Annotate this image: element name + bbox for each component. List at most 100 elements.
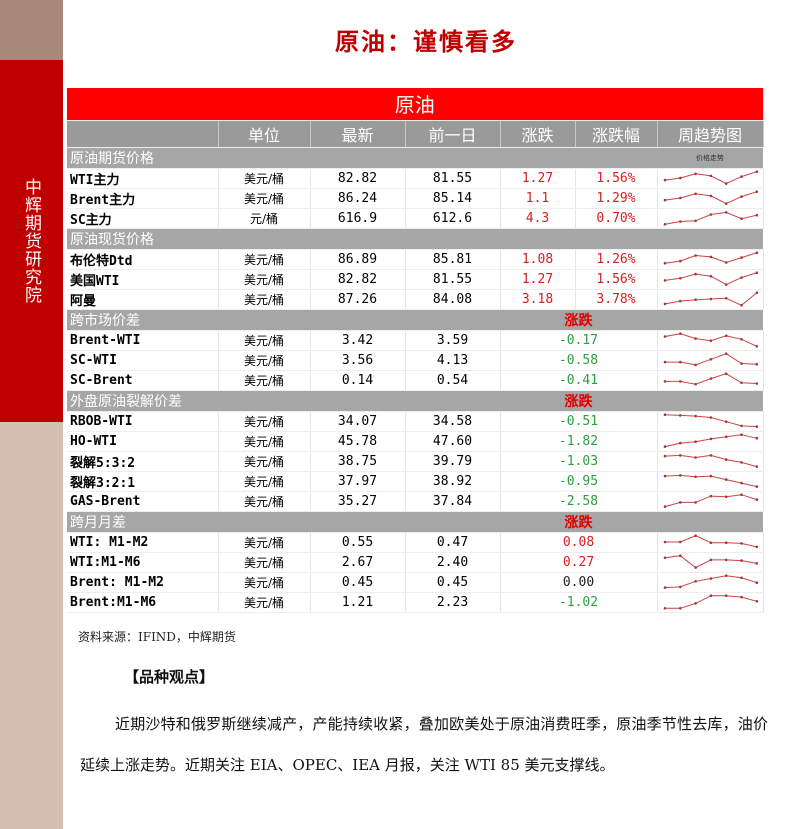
row-name: WTI主力 — [67, 168, 219, 189]
table-row: 裂解5:3:2 美元/桶 38.75 39.79 -1.03 — [67, 451, 764, 472]
sparkline — [663, 271, 758, 286]
row-change: 1.27 — [500, 168, 576, 189]
row-name: Brent:M1-M6 — [67, 592, 219, 613]
sparkline — [663, 413, 758, 428]
sparkline-point — [663, 607, 666, 610]
sparkline-point — [678, 176, 682, 180]
sparkline — [663, 433, 758, 448]
trend-cell — [657, 431, 764, 452]
table-row: 布伦特Dtd 美元/桶 86.89 85.81 1.08 1.26% — [67, 249, 764, 270]
crude-oil-table: 原油 单位 最新 前一日 涨跌 涨跌幅 周趋势图 原油期货价格 价格走势 WTI主力 美元/桶 82.… — [67, 88, 764, 613]
sparkline-point — [709, 274, 712, 278]
sparkline-point — [678, 380, 682, 383]
row-latest: 86.89 — [310, 249, 406, 270]
sparkline-point — [709, 416, 712, 419]
table-row: RBOB-WTI 美元/桶 34.07 34.58 -0.51 — [67, 411, 764, 432]
row-change: 3.18 — [500, 289, 576, 310]
section-title: 原油现货价格 — [67, 228, 500, 250]
sparkline — [663, 291, 758, 307]
trend-cell — [657, 289, 764, 310]
row-prev: 3.59 — [405, 330, 501, 351]
section-blank — [657, 309, 764, 331]
sparkline-point — [678, 501, 682, 504]
sparkline-point — [678, 360, 682, 364]
sparkline-point — [709, 377, 712, 380]
row-latest: 37.97 — [310, 471, 406, 492]
sparkline-point — [709, 174, 712, 178]
sparkline-point — [755, 485, 758, 488]
sparkline-point — [663, 279, 666, 282]
header-row: 单位 最新 前一日 涨跌 涨跌幅 周趋势图 — [67, 120, 764, 148]
row-unit: 美元/桶 — [218, 532, 311, 553]
sparkline-point — [755, 545, 758, 549]
section-blank — [657, 390, 764, 412]
sparkline-point — [755, 581, 758, 584]
sparkline-point — [663, 556, 666, 560]
sparkline-point — [739, 595, 743, 599]
sparkline-point — [739, 542, 743, 545]
sparkline-line — [664, 555, 757, 569]
column-header: 单位 — [218, 120, 311, 148]
sparkline-point — [755, 251, 758, 254]
column-header: 涨跌幅 — [575, 120, 658, 148]
table-row: GAS-Brent 美元/桶 35.27 37.84 -2.58 — [67, 491, 764, 512]
sparkline-point — [724, 435, 727, 439]
row-latest: 0.14 — [310, 370, 406, 391]
sparkline-point — [739, 217, 743, 220]
sparkline-point — [693, 534, 697, 537]
sparkline-point — [678, 474, 682, 477]
sparkline-point — [678, 196, 682, 200]
trend-cell — [657, 208, 764, 229]
row-change: -1.82 — [500, 431, 658, 452]
sparkline-point — [678, 414, 682, 417]
trend-cell — [657, 532, 764, 553]
sparkline-point — [739, 559, 743, 562]
sparkline-point — [693, 337, 697, 340]
sparkline-point — [739, 304, 743, 307]
sparkline-point — [663, 445, 666, 448]
row-change: 1.27 — [500, 269, 576, 290]
sparkline-point — [724, 261, 727, 264]
sparkline-line — [664, 434, 757, 448]
sparkline-point — [663, 586, 666, 589]
sparkline-point — [724, 458, 727, 461]
row-latest: 35.27 — [310, 491, 406, 512]
column-header: 前一日 — [405, 120, 501, 148]
sparkline-point — [693, 475, 697, 479]
sparkline-point — [755, 362, 758, 366]
viewpoint-heading: 【品种观点】 — [124, 668, 215, 686]
trend-cell — [657, 168, 764, 189]
row-name: Brent主力 — [67, 188, 219, 209]
sidebar-bottom-band — [0, 422, 63, 829]
sparkline — [663, 474, 758, 488]
section-header: 外盘原油裂解价差 涨跌 — [67, 390, 764, 412]
trend-cell — [657, 350, 764, 371]
sparkline-point — [739, 362, 743, 365]
row-change: -1.03 — [500, 451, 658, 472]
sparkline-point — [739, 338, 743, 341]
column-header: 最新 — [310, 120, 406, 148]
row-prev: 38.92 — [405, 471, 501, 492]
row-unit: 美元/桶 — [218, 350, 311, 371]
row-prev: 37.84 — [405, 491, 501, 512]
trend-cell — [657, 269, 764, 290]
trend-cell — [657, 592, 764, 613]
sparkline-point — [693, 414, 697, 418]
row-prev: 81.55 — [405, 168, 501, 189]
sparkline-point — [663, 474, 666, 478]
table-caption-row: 原油 — [67, 88, 764, 121]
sparkline-line — [664, 272, 757, 286]
sparkline-point — [693, 602, 697, 605]
row-latest: 45.78 — [310, 431, 406, 452]
table-row: 美国WTI 美元/桶 82.82 81.55 1.27 1.56% — [67, 269, 764, 290]
sparkline-point — [709, 297, 712, 301]
sparkline-point — [755, 425, 758, 428]
row-unit: 美元/桶 — [218, 592, 311, 613]
row-latest: 82.82 — [310, 269, 406, 290]
column-header: 涨跌 — [500, 120, 576, 148]
table-row: SC-Brent 美元/桶 0.14 0.54 -0.41 — [67, 370, 764, 391]
sparkline-point — [709, 494, 712, 498]
row-prev: 0.45 — [405, 572, 501, 593]
row-latest: 86.24 — [310, 188, 406, 209]
sparkline — [663, 493, 758, 508]
